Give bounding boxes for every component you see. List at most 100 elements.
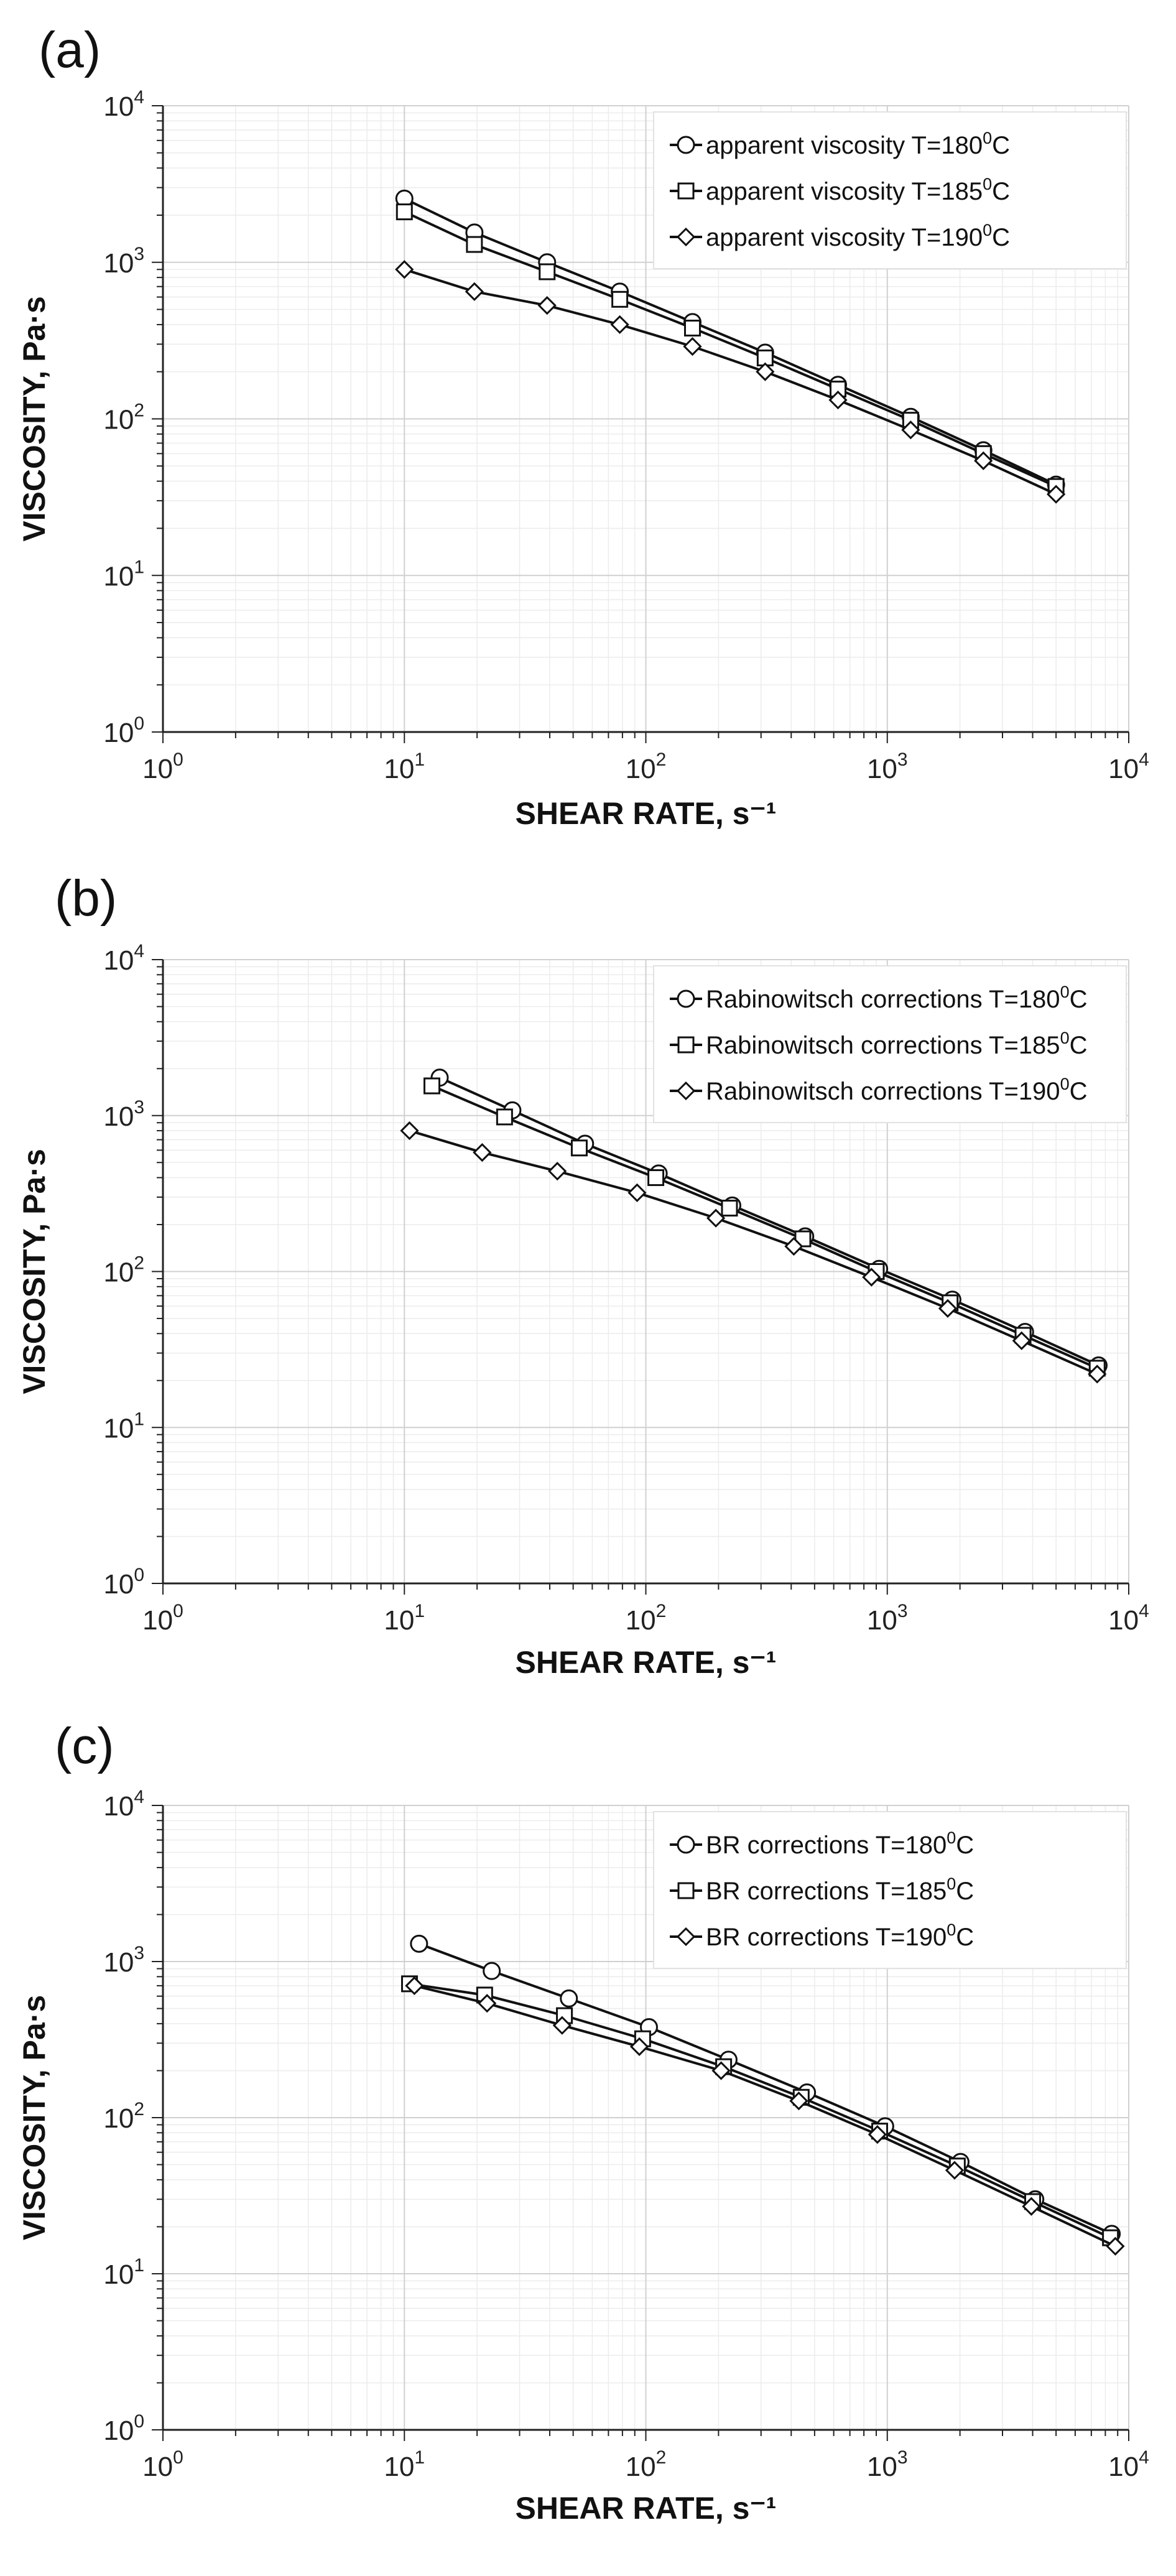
- panel-b-label: (b): [55, 870, 117, 927]
- panel-c-data-point-diamond: [1022, 2197, 1041, 2216]
- chart-panel-a: (a) 100 101 102 103 104 100 101 102 103 104 SHEAR R…: [17, 22, 1149, 831]
- panel-b-legend-entry: Rabinowitsch corrections T=1850C: [670, 1029, 1087, 1059]
- panel-c-label: (c): [55, 1718, 114, 1774]
- panel-b-data-point-square: [721, 1200, 738, 1217]
- panel-b-data-point-diamond: [784, 1236, 803, 1256]
- panel-c-y-tick-label: 104: [103, 1787, 144, 1822]
- panel-a-data-point-diamond: [395, 260, 414, 279]
- panel-a-x-tick-label: 103: [867, 749, 908, 784]
- panel-c-series-diamond: [405, 1976, 1125, 2256]
- panel-b-legend-label: Rabinowitsch corrections T=1800C: [706, 983, 1087, 1013]
- panel-c-x-tick-label: 104: [1108, 2447, 1149, 2482]
- panel-b-legend-box: [653, 965, 1127, 1123]
- panel-a-data-point-diamond: [901, 420, 920, 440]
- panel-c-gridlines: [162, 1805, 1129, 2430]
- panel-c-data-point-diamond: [711, 2061, 731, 2080]
- panel-c-data-point-circle: [560, 1989, 578, 2008]
- panel-c-x-tick-label: 102: [626, 2447, 667, 2482]
- panel-b-data-point-diamond: [548, 1162, 567, 1181]
- panel-a-data-point-diamond: [1047, 484, 1066, 504]
- panel-b-data-point-diamond: [400, 1121, 419, 1141]
- panel-c-legend-label: BR corrections T=1850C: [706, 1874, 974, 1905]
- panel-b-y-tick-label: 104: [103, 941, 144, 976]
- panel-b-legend-marker-circle: [677, 989, 695, 1008]
- panel-b-data-point-diamond: [1012, 1331, 1031, 1350]
- panel-a-data-point-diamond: [537, 296, 557, 315]
- panel-b-data-point-square: [570, 1139, 588, 1157]
- panel-b-series-line-square: [431, 1085, 1098, 1369]
- panel-b-x-tick-label: 103: [867, 1601, 908, 1636]
- panel-a-data-point-square: [611, 290, 629, 308]
- panel-a-data-point-square: [466, 236, 483, 253]
- panel-b-legend-marker-square: [677, 1036, 695, 1054]
- panel-c-data-point-diamond: [789, 2091, 808, 2111]
- panel-a-x-tick-label: 101: [384, 749, 425, 784]
- panel-a-data-point-diamond: [756, 362, 775, 381]
- panel-a-legend-marker-diamond: [676, 227, 696, 247]
- chart-panel-b: (b) 100 101 102 103 104 100 101 102 103 104 SHEAR R…: [17, 870, 1149, 1680]
- panel-a-label: (a): [39, 22, 101, 78]
- panel-c-x-tick-label: 101: [384, 2447, 425, 2482]
- panel-a-y-axis-title: VISCOSITY, Pa·s: [17, 296, 52, 542]
- panel-c-y-tick-label: 100: [103, 2411, 144, 2446]
- panel-b-y-tick-label: 103: [103, 1097, 144, 1132]
- panel-b-x-tick-label: 102: [626, 1601, 667, 1636]
- panel-a-gridlines: [162, 105, 1129, 733]
- panel-b-y-tick-label: 102: [103, 1253, 144, 1288]
- panel-c-legend-label: BR corrections T=1800C: [706, 1828, 974, 1859]
- panel-c-y-tick-label: 103: [103, 1943, 144, 1978]
- panel-b-data-point-square: [496, 1108, 513, 1126]
- panel-a-data-point-square: [396, 203, 413, 221]
- panel-c-series-square: [400, 1975, 1119, 2246]
- panel-a-series-line-diamond: [404, 268, 1057, 496]
- panel-b-legend-entry: Rabinowitsch corrections T=1800C: [670, 983, 1087, 1013]
- panel-c-x-tick-label: 100: [142, 2447, 183, 2482]
- panel-b-data-point-diamond: [1088, 1364, 1107, 1384]
- panel-a-series-line-square: [404, 210, 1057, 488]
- panel-a-legend-box: [653, 111, 1127, 269]
- panel-c-data-point-diamond: [405, 1976, 424, 1996]
- panel-a-data-point-diamond: [683, 336, 702, 356]
- panel-c-series-line-square: [409, 1982, 1111, 2240]
- panel-b-series-line-circle: [439, 1076, 1100, 1367]
- panel-c-legend-box: [653, 1811, 1127, 1969]
- panel-a-y-tick-label: 101: [103, 557, 144, 591]
- panel-b-data-point-diamond: [862, 1267, 881, 1287]
- panel-c-legend-marker-square: [677, 1882, 695, 1899]
- panel-b-legend-label: Rabinowitsch corrections T=1900C: [706, 1075, 1087, 1105]
- panel-c-legend: BR corrections T=1800C BR corrections T=1…: [653, 1811, 1127, 1969]
- panel-b-y-axis-title: VISCOSITY, Pa·s: [17, 1149, 52, 1394]
- panel-a-data-point-diamond: [610, 315, 629, 335]
- chart-panel-c: (c) 100 101 102 103 104 100 101 102 103 104 SHEAR R…: [17, 1718, 1149, 2526]
- panel-c-data-point-diamond: [945, 2161, 965, 2180]
- panel-a-y-tick-label: 102: [103, 401, 144, 435]
- panel-c-series-line-circle: [419, 1942, 1113, 2235]
- panel-c-data-point-circle: [410, 1934, 428, 1953]
- panel-c-series-line-diamond: [414, 1984, 1116, 2248]
- panel-c-y-axis-title: VISCOSITY, Pa·s: [17, 1995, 52, 2241]
- panel-c-data-point-diamond: [552, 2016, 572, 2035]
- panel-a-data-point-diamond: [828, 391, 848, 410]
- panel-b-gridlines: [162, 959, 1129, 1584]
- panel-a-legend: apparent viscosity T=1800C apparent visco…: [653, 111, 1127, 269]
- panel-b-series-diamond: [400, 1121, 1107, 1384]
- panel-a-legend-entry: apparent viscosity T=1850C: [670, 175, 1010, 205]
- panel-b-x-axis-title: SHEAR RATE, s⁻¹: [516, 1645, 777, 1680]
- panel-b-legend-label: Rabinowitsch corrections T=1850C: [706, 1029, 1087, 1059]
- panel-a-x-tick-label: 100: [142, 749, 183, 784]
- panel-c-x-tick-label: 103: [867, 2447, 908, 2482]
- panel-b-data-point-diamond: [473, 1142, 492, 1162]
- panel-a-y-tick-label: 104: [103, 87, 144, 122]
- panel-c-data-point-circle: [483, 1962, 501, 1980]
- panel-a-series-square: [396, 203, 1065, 495]
- panel-b-legend-entry: Rabinowitsch corrections T=1900C: [670, 1075, 1087, 1105]
- panel-c-legend-marker-circle: [677, 1835, 695, 1854]
- panel-a-legend-marker-square: [677, 182, 695, 200]
- panel-a-series-diamond: [395, 260, 1066, 504]
- panel-b-legend: Rabinowitsch corrections T=1800C Rabinowi…: [653, 965, 1127, 1123]
- panel-b-series-square: [423, 1077, 1106, 1377]
- panel-a-data-point-diamond: [974, 451, 993, 470]
- panel-b-data-point-diamond: [706, 1208, 726, 1228]
- panel-a-legend-entry: apparent viscosity T=1900C: [670, 221, 1010, 251]
- panel-b-x-tick-label: 104: [1108, 1601, 1149, 1636]
